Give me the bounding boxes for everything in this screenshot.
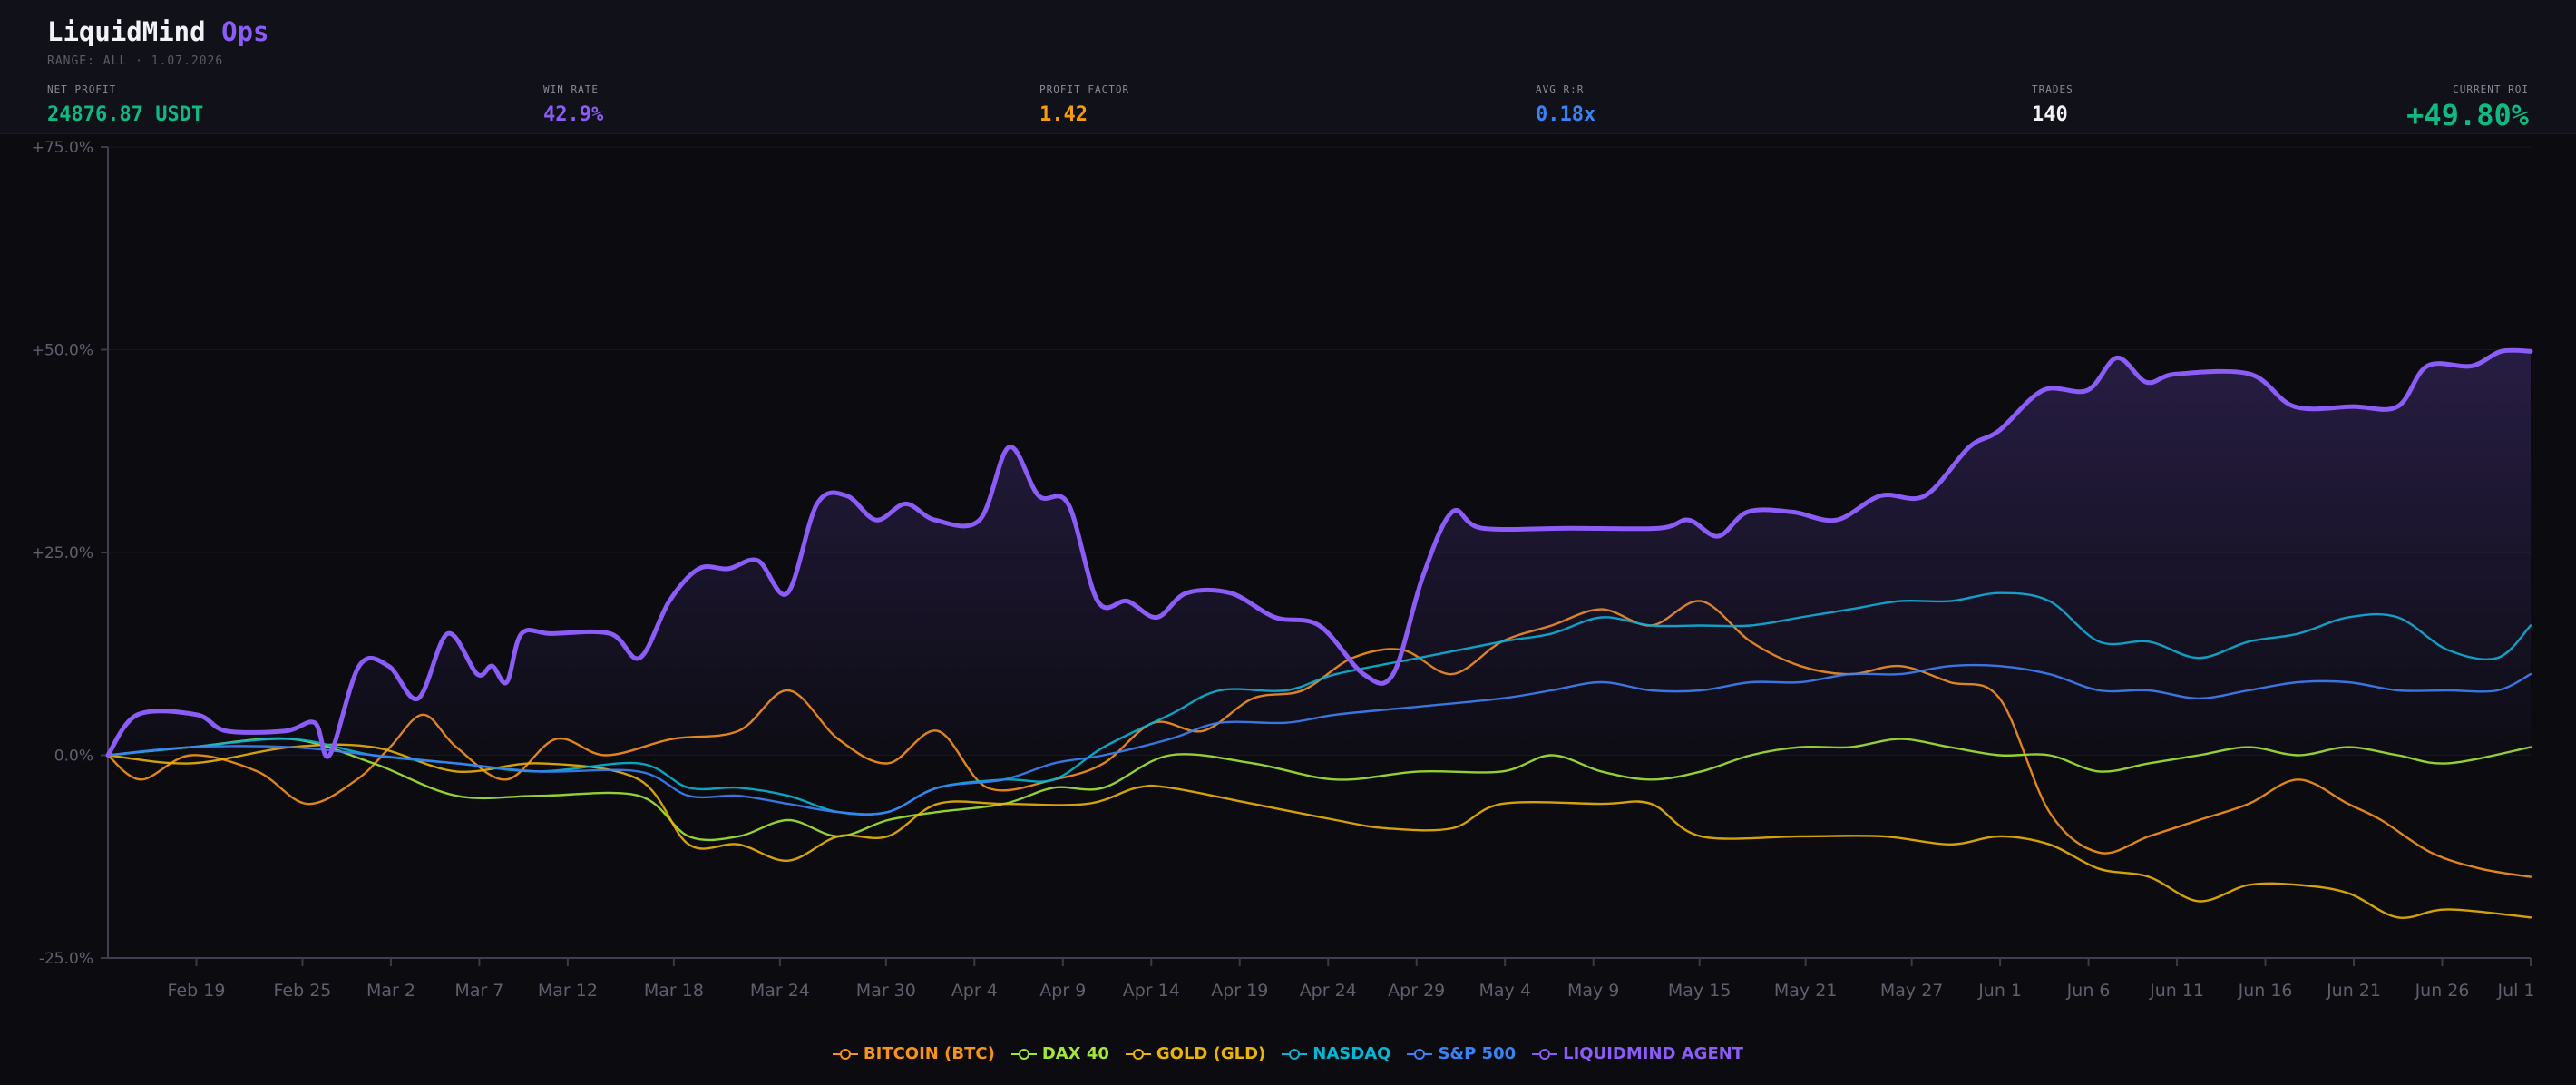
- x-tick-label: Apr 9: [1039, 981, 1086, 1001]
- header-bar: LiquidMind Ops RANGE: ALL · 1.07.2026 NE…: [0, 0, 2576, 134]
- x-tick-label: Jun 11: [2149, 981, 2204, 1001]
- x-tick-label: Jul 1: [2496, 981, 2534, 1001]
- stat-label: WIN RATE: [543, 83, 599, 95]
- x-tick-label: Feb 19: [168, 981, 226, 1001]
- series-group: [105, 347, 2533, 919]
- legend-label: GOLD (GLD): [1156, 1044, 1266, 1063]
- stat-win-rate: WIN RATE 42.9%: [543, 83, 603, 126]
- legend-label: S&P 500: [1438, 1044, 1517, 1063]
- stat-value: 24876.87 USDT: [47, 103, 204, 126]
- y-tick-label: +75.0%: [32, 139, 93, 157]
- brand-main: LiquidMind: [47, 16, 206, 47]
- chart-legend: BITCOIN (BTC) DAX 40 GOLD (GLD) NASDAQ S&P 5…: [0, 1044, 2576, 1064]
- y-tick-label: 0.0%: [54, 748, 93, 766]
- x-tick-label: May 15: [1668, 981, 1732, 1001]
- x-tick-label: Apr 4: [951, 981, 998, 1001]
- stat-value: 140: [2032, 103, 2068, 126]
- legend-label: BITCOIN (BTC): [863, 1044, 995, 1063]
- y-tick-label: +50.0%: [32, 342, 93, 360]
- stat-profit-factor: PROFIT FACTOR 1.42: [1039, 83, 1129, 126]
- legend-label: NASDAQ: [1312, 1044, 1391, 1063]
- x-tick-label: May 4: [1479, 981, 1531, 1001]
- legend-item[interactable]: LIQUIDMIND AGENT: [1532, 1044, 1743, 1063]
- legend-item[interactable]: GOLD (GLD): [1125, 1044, 1266, 1063]
- stat-net-profit: NET PROFIT 24876.87 USDT: [47, 83, 203, 126]
- legend-marker-icon: [1125, 1048, 1151, 1060]
- y-axis: -25.0% 0.0% +25.0% +50.0% +75.0%: [32, 139, 108, 968]
- x-tick-label: Jun 16: [2238, 981, 2293, 1001]
- legend-label: LIQUIDMIND AGENT: [1563, 1044, 1744, 1063]
- legend-item[interactable]: BITCOIN (BTC): [832, 1044, 995, 1063]
- x-tick-label: Jun 1: [1977, 981, 2022, 1001]
- x-tick-label: Mar 7: [454, 981, 503, 1001]
- legend-marker-icon: [832, 1048, 858, 1060]
- stat-label: CURRENT ROI: [2453, 83, 2529, 95]
- x-tick-label: Jun 26: [2415, 981, 2470, 1001]
- y-tick-label: -25.0%: [39, 950, 93, 968]
- x-tick-label: Mar 30: [856, 981, 916, 1001]
- stat-label: AVG R:R: [1536, 83, 1585, 95]
- x-tick-label: Apr 19: [1211, 981, 1268, 1001]
- stat-value: 42.9%: [543, 103, 604, 126]
- stat-value: +49.80%: [2406, 98, 2529, 132]
- range-label: RANGE: ALL · 1.07.2026: [47, 54, 224, 68]
- stat-value: 1.42: [1039, 103, 1088, 126]
- stat-current-roi: CURRENT ROI +49.80%: [2406, 83, 2529, 132]
- legend-item[interactable]: DAX 40: [1010, 1044, 1109, 1063]
- x-tick-label: Mar 12: [538, 981, 598, 1001]
- legend-marker-icon: [1010, 1048, 1037, 1060]
- stat-value: 0.18x: [1536, 103, 1596, 126]
- brand-title: LiquidMind Ops: [47, 16, 268, 47]
- legend-marker-icon: [1282, 1048, 1308, 1060]
- stat-avg-rr: AVG R:R 0.18x: [1536, 83, 1595, 126]
- stat-trades: TRADES 140: [2032, 83, 2073, 126]
- x-tick-label: Apr 14: [1123, 981, 1180, 1001]
- performance-chart: -25.0% 0.0% +25.0% +50.0% +75.0% Feb 19 Feb 2…: [32, 139, 2535, 1001]
- series-line-liquidmind-agent: [105, 347, 2533, 759]
- legend-marker-icon: [1407, 1048, 1433, 1060]
- x-tick-label: Mar 18: [644, 981, 704, 1001]
- x-tick-label: May 9: [1567, 981, 1619, 1001]
- stat-label: NET PROFIT: [47, 83, 117, 95]
- agent-area-fill: [108, 350, 2531, 758]
- x-tick-label: Mar 2: [366, 981, 415, 1001]
- x-tick-label: May 27: [1880, 981, 1944, 1001]
- x-tick-label: Mar 24: [750, 981, 810, 1001]
- series-line-dax-40: [106, 737, 2532, 842]
- stat-label: PROFIT FACTOR: [1039, 83, 1130, 95]
- legend-item[interactable]: NASDAQ: [1282, 1044, 1390, 1063]
- x-axis: Feb 19 Feb 25 Mar 2 Mar 7 Mar 12 Mar 18 Mar 24…: [168, 958, 2535, 1001]
- y-tick-label: +25.0%: [32, 544, 93, 562]
- legend-item[interactable]: S&P 500: [1407, 1044, 1516, 1063]
- legend-marker-icon: [1532, 1048, 1558, 1060]
- x-tick-label: Feb 25: [274, 981, 332, 1001]
- legend-label: DAX 40: [1041, 1044, 1109, 1063]
- x-tick-label: Jun 6: [2066, 981, 2111, 1001]
- x-tick-label: Apr 24: [1300, 981, 1357, 1001]
- x-tick-label: Apr 29: [1388, 981, 1445, 1001]
- series-line-gold-gld: [106, 743, 2532, 919]
- brand-accent: Ops: [221, 16, 269, 47]
- x-tick-label: Jun 21: [2326, 981, 2381, 1001]
- stat-label: TRADES: [2032, 83, 2073, 95]
- x-tick-label: May 21: [1774, 981, 1838, 1001]
